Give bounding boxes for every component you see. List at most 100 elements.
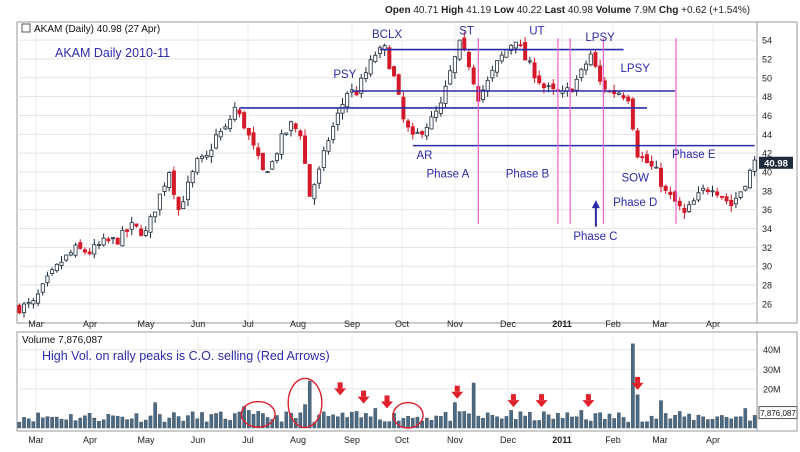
candle-body xyxy=(87,251,92,255)
candle-body xyxy=(157,193,162,211)
red-arrow-head xyxy=(582,400,595,408)
volume-bar xyxy=(677,411,682,429)
volume-bar xyxy=(696,414,701,429)
volume-bar xyxy=(631,343,635,429)
candle-body xyxy=(377,47,382,54)
candle-body xyxy=(687,204,692,212)
candle-body xyxy=(326,140,331,152)
volume-bar xyxy=(612,418,616,429)
volume-bar xyxy=(659,400,663,429)
candle-body xyxy=(270,161,275,170)
volume-bar xyxy=(26,418,31,429)
volume-bar xyxy=(434,415,438,429)
volume-bar xyxy=(551,418,556,429)
volume-x-tick-label: Nov xyxy=(447,435,464,445)
volume-bar xyxy=(513,419,518,429)
volume-bar xyxy=(485,412,490,429)
candle-body xyxy=(485,80,490,91)
volume-bar xyxy=(111,415,115,429)
candle-body xyxy=(752,159,757,172)
volume-bar xyxy=(55,416,59,429)
candle-body xyxy=(640,156,645,159)
volume-bar xyxy=(223,418,228,429)
annotation-label: Phase E xyxy=(672,149,716,161)
volume-bar xyxy=(195,418,200,429)
candle-body xyxy=(106,238,111,242)
volume-bar xyxy=(542,411,546,429)
volume-bar xyxy=(471,382,476,429)
volume-bar xyxy=(275,415,279,429)
volume-bar xyxy=(378,419,382,429)
last-value: 40.98 xyxy=(567,5,593,16)
volume-bar xyxy=(626,421,631,429)
volume-bar xyxy=(214,413,218,429)
price-x-tick-label: Feb xyxy=(605,319,621,329)
annotation-label: Phase C xyxy=(573,231,617,243)
candle-body xyxy=(96,243,101,246)
candle-body xyxy=(345,93,350,108)
volume-bar xyxy=(204,421,209,429)
candle-body xyxy=(368,59,373,75)
volume-tick-label: 30M xyxy=(763,365,781,375)
candle-body xyxy=(532,62,537,79)
volume-bar xyxy=(321,411,326,429)
volume-bar xyxy=(560,418,565,429)
up-arrow-head xyxy=(591,200,600,209)
candle-body xyxy=(588,53,593,66)
volume-bar xyxy=(720,415,724,429)
volume-bar xyxy=(228,420,232,429)
volume-bar xyxy=(186,415,190,429)
volume-bar xyxy=(176,416,181,429)
high-value: 41.19 xyxy=(466,5,492,16)
candle-body xyxy=(490,69,495,79)
candle-body xyxy=(710,190,715,193)
volume-bar xyxy=(256,411,261,429)
candle-body xyxy=(190,171,195,184)
price-x-tick-label: Oct xyxy=(395,319,410,329)
volume-bar xyxy=(406,415,410,429)
candle-body xyxy=(715,191,720,196)
volume-bar xyxy=(743,408,748,429)
candle-body xyxy=(541,83,546,89)
volume-bar xyxy=(106,414,111,429)
candle-body xyxy=(504,49,509,58)
low-value: 40.22 xyxy=(516,5,542,16)
volume-bar xyxy=(298,412,303,429)
candle-body xyxy=(120,229,125,247)
candle-body xyxy=(452,56,457,74)
candle-body xyxy=(719,195,724,198)
volume-bar xyxy=(504,416,509,429)
volume-bar xyxy=(439,415,443,429)
candle-body xyxy=(218,131,223,138)
candle-body xyxy=(495,60,500,73)
volume-x-tick-label: Jul xyxy=(242,435,254,445)
candle-body xyxy=(153,211,158,218)
volume-bar xyxy=(158,414,162,429)
volume-bar xyxy=(443,411,448,429)
candle-body xyxy=(593,52,598,67)
volume-bar xyxy=(364,413,368,429)
volume-bar xyxy=(546,414,551,429)
candle-body xyxy=(125,229,130,232)
volume-x-tick-label: May xyxy=(137,435,155,445)
candle-body xyxy=(115,237,120,245)
candle-body xyxy=(551,83,556,90)
chg-label: Chg xyxy=(658,5,679,16)
candle-body xyxy=(644,154,649,164)
candle-body xyxy=(626,96,631,102)
volume-bar xyxy=(537,420,542,429)
volume-bar xyxy=(92,417,97,429)
volume-bar xyxy=(73,420,78,429)
candle-body xyxy=(598,65,603,82)
candle-body xyxy=(663,185,668,191)
candle-body xyxy=(743,185,748,191)
candle-body xyxy=(410,126,415,135)
volume-highlight-circle xyxy=(240,400,276,428)
red-arrows xyxy=(334,376,644,409)
candle-body xyxy=(59,261,64,266)
candle-body xyxy=(691,200,696,205)
candle-body xyxy=(176,196,181,211)
price-tick-label: 28 xyxy=(762,281,772,291)
last-label: Last xyxy=(544,5,566,16)
candle-body xyxy=(509,45,514,51)
